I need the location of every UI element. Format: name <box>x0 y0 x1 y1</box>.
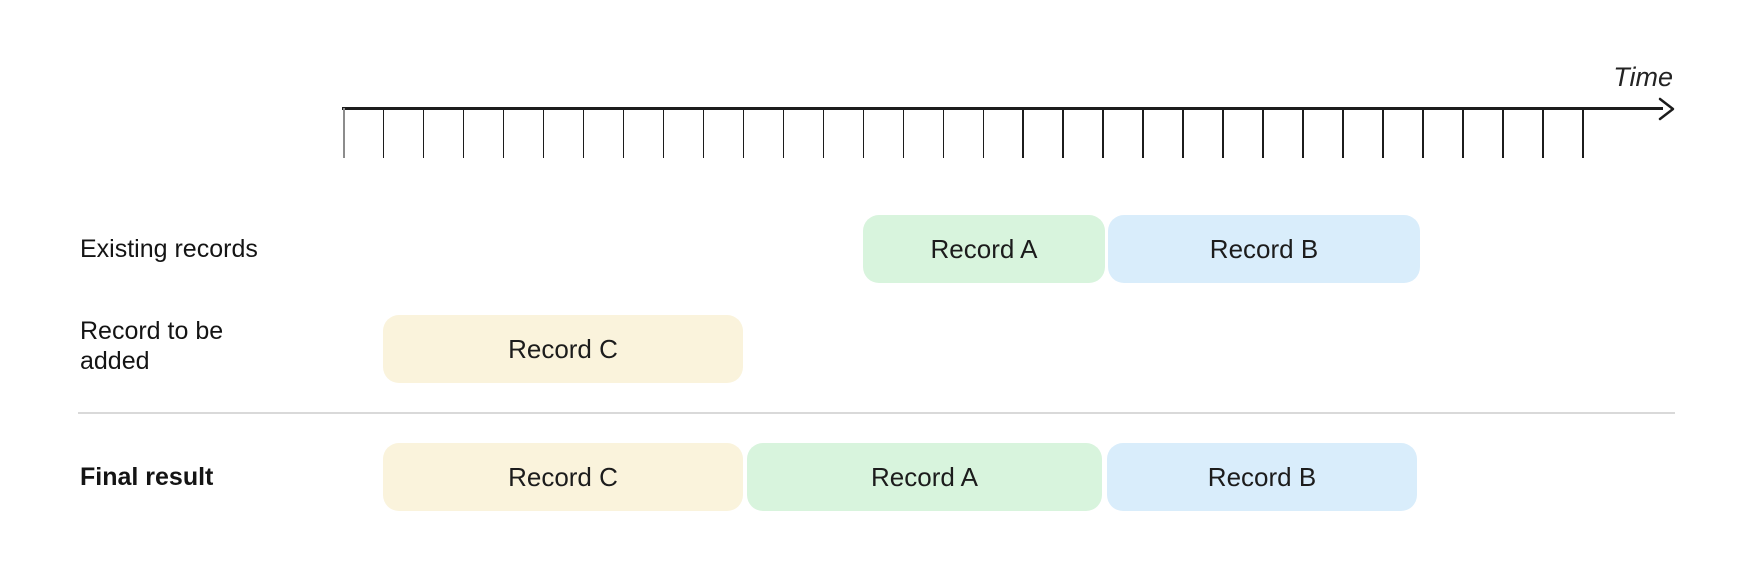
record-box-label: Record B <box>1207 461 1317 492</box>
time-axis-tick <box>462 108 465 158</box>
time-axis-tick <box>782 108 785 158</box>
time-axis-tick <box>1502 108 1504 158</box>
time-axis-tick <box>902 108 905 158</box>
record-box-record-a: Record A <box>747 443 1102 511</box>
time-axis-tick <box>1182 108 1184 158</box>
time-axis-tick <box>662 108 665 158</box>
record-box-label: Record C <box>508 461 618 492</box>
record-box-label: Record C <box>508 333 618 364</box>
record-box-record-b: Record B <box>1107 443 1417 511</box>
row-label-existing-records: Existing records <box>80 235 258 263</box>
time-axis-tick <box>1542 108 1544 158</box>
time-axis-tick <box>822 108 825 158</box>
row-label-final-result: Final result <box>80 463 214 491</box>
divider-line <box>78 412 1675 414</box>
time-axis-tick <box>1302 108 1304 158</box>
time-axis-tick <box>982 108 985 158</box>
time-axis-tick <box>1462 108 1464 158</box>
record-box-label: Record B <box>1209 233 1319 264</box>
time-axis-tick <box>1262 108 1264 158</box>
record-box-label: Record A <box>930 233 1038 264</box>
record-box-record-b: Record B <box>1108 215 1420 283</box>
time-axis-tick <box>1342 108 1344 158</box>
time-axis-tick <box>1582 108 1584 158</box>
record-box-label: Record A <box>871 461 978 492</box>
time-axis-tick <box>582 108 585 158</box>
time-axis-tick <box>382 108 385 158</box>
time-axis-tick <box>1382 108 1384 158</box>
time-axis-tick <box>542 108 545 158</box>
record-box-record-c: Record C <box>383 315 743 383</box>
time-axis-tick <box>1022 108 1024 158</box>
time-axis-tick <box>742 108 745 158</box>
time-axis-tick <box>343 108 345 158</box>
time-axis-line <box>342 107 1663 110</box>
time-axis-tick <box>1062 108 1064 158</box>
row-label-record-to-be-added: Record to be added <box>80 317 224 375</box>
time-axis-tick <box>1142 108 1144 158</box>
time-axis-tick <box>702 108 705 158</box>
time-axis-tick <box>502 108 505 158</box>
time-axis-tick <box>1222 108 1224 158</box>
time-axis-label: Time <box>1613 62 1673 92</box>
record-box-record-c: Record C <box>383 443 743 511</box>
time-axis-tick <box>1422 108 1424 158</box>
record-box-record-a: Record A <box>863 215 1105 283</box>
time-axis-tick <box>1102 108 1104 158</box>
time-axis-tick <box>422 108 425 158</box>
time-axis-tick <box>622 108 625 158</box>
time-axis-tick <box>942 108 945 158</box>
time-axis-arrowhead-icon <box>1658 97 1675 120</box>
time-axis-tick <box>862 108 865 158</box>
